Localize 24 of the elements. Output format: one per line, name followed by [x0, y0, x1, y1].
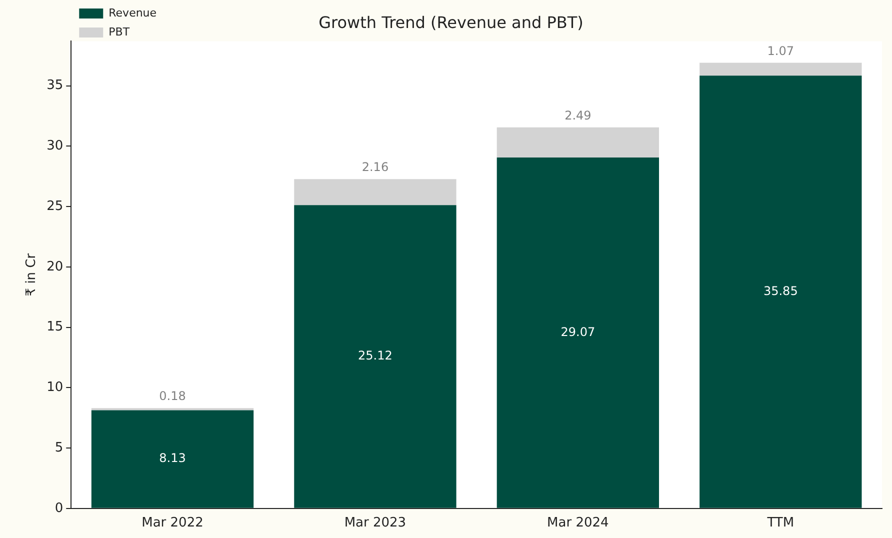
- y-tick-label: 0: [54, 500, 64, 516]
- legend-label: Revenue: [108, 6, 157, 20]
- data-label: 8.13: [159, 451, 186, 466]
- data-label: 29.07: [560, 324, 596, 339]
- y-tick-label: 35: [46, 78, 64, 94]
- y-tick-label: 20: [46, 259, 64, 274]
- data-label: 0.18: [159, 389, 186, 404]
- x-tick-label: TTM: [766, 516, 794, 531]
- data-label: 25.12: [358, 348, 392, 363]
- data-label: 1.07: [767, 44, 794, 58]
- y-tick-label: 25: [46, 198, 64, 214]
- y-tick-label: 15: [46, 320, 64, 335]
- legend-label: PBT: [108, 25, 130, 38]
- data-label: 2.16: [362, 160, 389, 174]
- x-tick-label: Mar 2024: [547, 516, 609, 531]
- data-label: 35.85: [763, 284, 798, 298]
- chart-title: Growth Trend (Revenue and PBT): [318, 12, 584, 32]
- y-axis-title: ₹ in Cr: [24, 252, 40, 296]
- y-tick-label: 30: [46, 138, 64, 154]
- y-tick-label: 10: [46, 380, 64, 396]
- data-label: 2.49: [564, 108, 592, 123]
- x-tick-label: Mar 2023: [344, 516, 406, 531]
- y-tick-label: 5: [54, 440, 64, 456]
- x-tick-label: Mar 2022: [142, 516, 204, 531]
